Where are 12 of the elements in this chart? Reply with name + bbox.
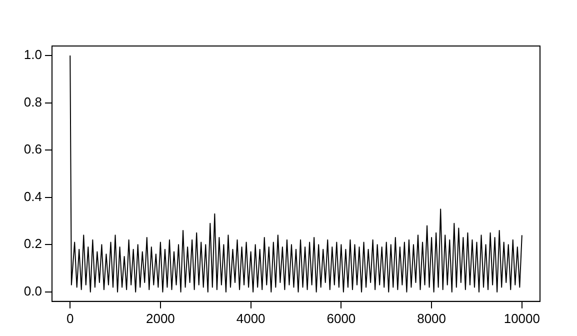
y-tick-label: 1.0 <box>24 47 42 62</box>
y-tick-label: 0.4 <box>24 188 42 204</box>
y-tick-label: 0.0 <box>24 284 42 299</box>
x-tick-label: 8000 <box>417 310 446 326</box>
x-tick-label: 4000 <box>236 310 266 326</box>
x-tick-label: 6000 <box>326 310 356 326</box>
y-tick-label: 0.2 <box>24 236 42 252</box>
x-tick-label: 0 <box>66 310 74 326</box>
y-tick-label: 0.8 <box>24 94 42 110</box>
x-tick-label: 10000 <box>504 310 540 326</box>
y-tick-label: 0.6 <box>24 142 42 157</box>
x-tick-label: 2000 <box>146 310 175 326</box>
